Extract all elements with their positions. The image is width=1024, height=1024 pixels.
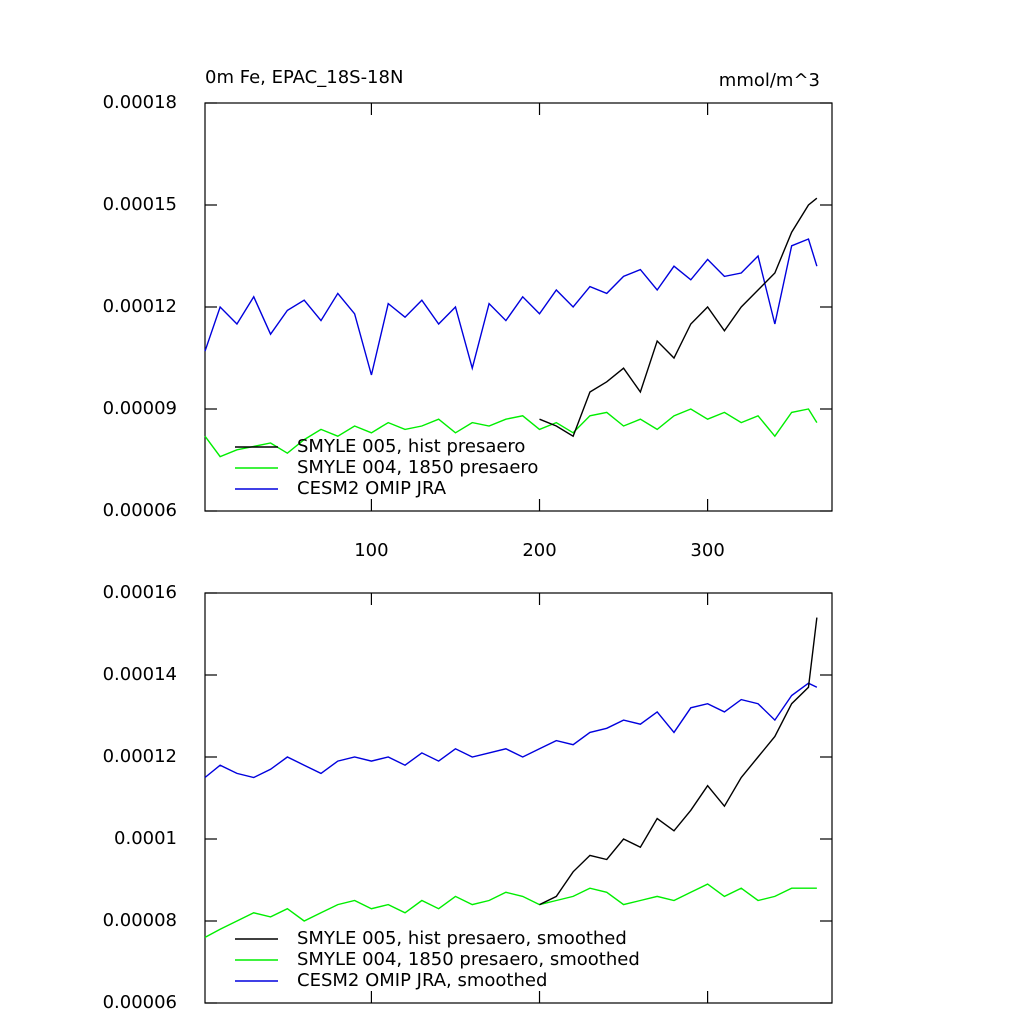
legend-label: CESM2 OMIP JRA, smoothed: [297, 970, 547, 991]
y-tick-label: 0.00016: [103, 582, 177, 603]
series-line: [539, 197, 818, 438]
x-tick-label: 100: [354, 540, 388, 561]
plot-frame: [204, 592, 833, 1004]
y-tick-label: 0.00012: [103, 296, 177, 317]
series-line: [204, 238, 818, 376]
y-tick-label: 0.00006: [103, 500, 177, 521]
legend-label: CESM2 OMIP JRA: [297, 478, 447, 499]
legend-label: SMYLE 004, 1850 presaero: [297, 457, 538, 478]
y-tick-label: 0.00015: [103, 194, 177, 215]
y-tick-label: 0.00018: [103, 92, 177, 113]
y-tick-label: 0.00009: [103, 398, 177, 419]
units-label: mmol/m^3: [719, 70, 820, 91]
y-tick-label: 0.00006: [103, 992, 177, 1013]
legend-label: SMYLE 005, hist presaero, smoothed: [297, 928, 627, 949]
series-line: [204, 408, 818, 458]
y-tick-label: 0.00008: [103, 910, 177, 931]
x-tick-label: 300: [690, 540, 724, 561]
y-tick-label: 0.0001: [114, 828, 177, 849]
y-tick-label: 0.00014: [103, 664, 177, 685]
series-line: [204, 883, 817, 939]
series-line: [204, 682, 818, 779]
legend-label: SMYLE 004, 1850 presaero, smoothed: [297, 949, 640, 970]
legend-label: SMYLE 005, hist presaero: [297, 436, 525, 457]
series-line: [539, 617, 818, 906]
y-tick-label: 0.00012: [103, 746, 177, 767]
x-tick-label: 200: [522, 540, 556, 561]
chart-title: 0m Fe, EPAC_18S-18N: [205, 67, 403, 88]
